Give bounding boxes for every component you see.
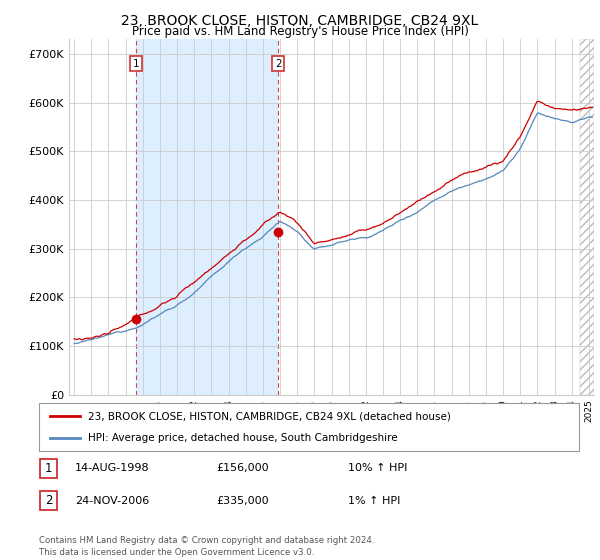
Text: 10% ↑ HPI: 10% ↑ HPI: [348, 463, 407, 473]
Text: HPI: Average price, detached house, South Cambridgeshire: HPI: Average price, detached house, Sout…: [88, 433, 397, 443]
Text: £156,000: £156,000: [216, 463, 269, 473]
Text: 14-AUG-1998: 14-AUG-1998: [75, 463, 149, 473]
Text: 24-NOV-2006: 24-NOV-2006: [75, 496, 149, 506]
Text: 23, BROOK CLOSE, HISTON, CAMBRIDGE, CB24 9XL: 23, BROOK CLOSE, HISTON, CAMBRIDGE, CB24…: [121, 14, 479, 28]
Bar: [136, 39, 278, 395]
Text: 23, BROOK CLOSE, HISTON, CAMBRIDGE, CB24 9XL (detached house): 23, BROOK CLOSE, HISTON, CAMBRIDGE, CB24…: [88, 411, 451, 421]
Text: Contains HM Land Registry data © Crown copyright and database right 2024.
This d: Contains HM Land Registry data © Crown c…: [39, 536, 374, 557]
Text: 1% ↑ HPI: 1% ↑ HPI: [348, 496, 400, 506]
Text: 2: 2: [275, 59, 281, 68]
Text: 2: 2: [45, 494, 52, 507]
Bar: [580, 39, 594, 395]
Text: 1: 1: [45, 461, 52, 475]
Text: £335,000: £335,000: [216, 496, 269, 506]
Text: Price paid vs. HM Land Registry's House Price Index (HPI): Price paid vs. HM Land Registry's House …: [131, 25, 469, 38]
Text: 1: 1: [133, 59, 140, 68]
